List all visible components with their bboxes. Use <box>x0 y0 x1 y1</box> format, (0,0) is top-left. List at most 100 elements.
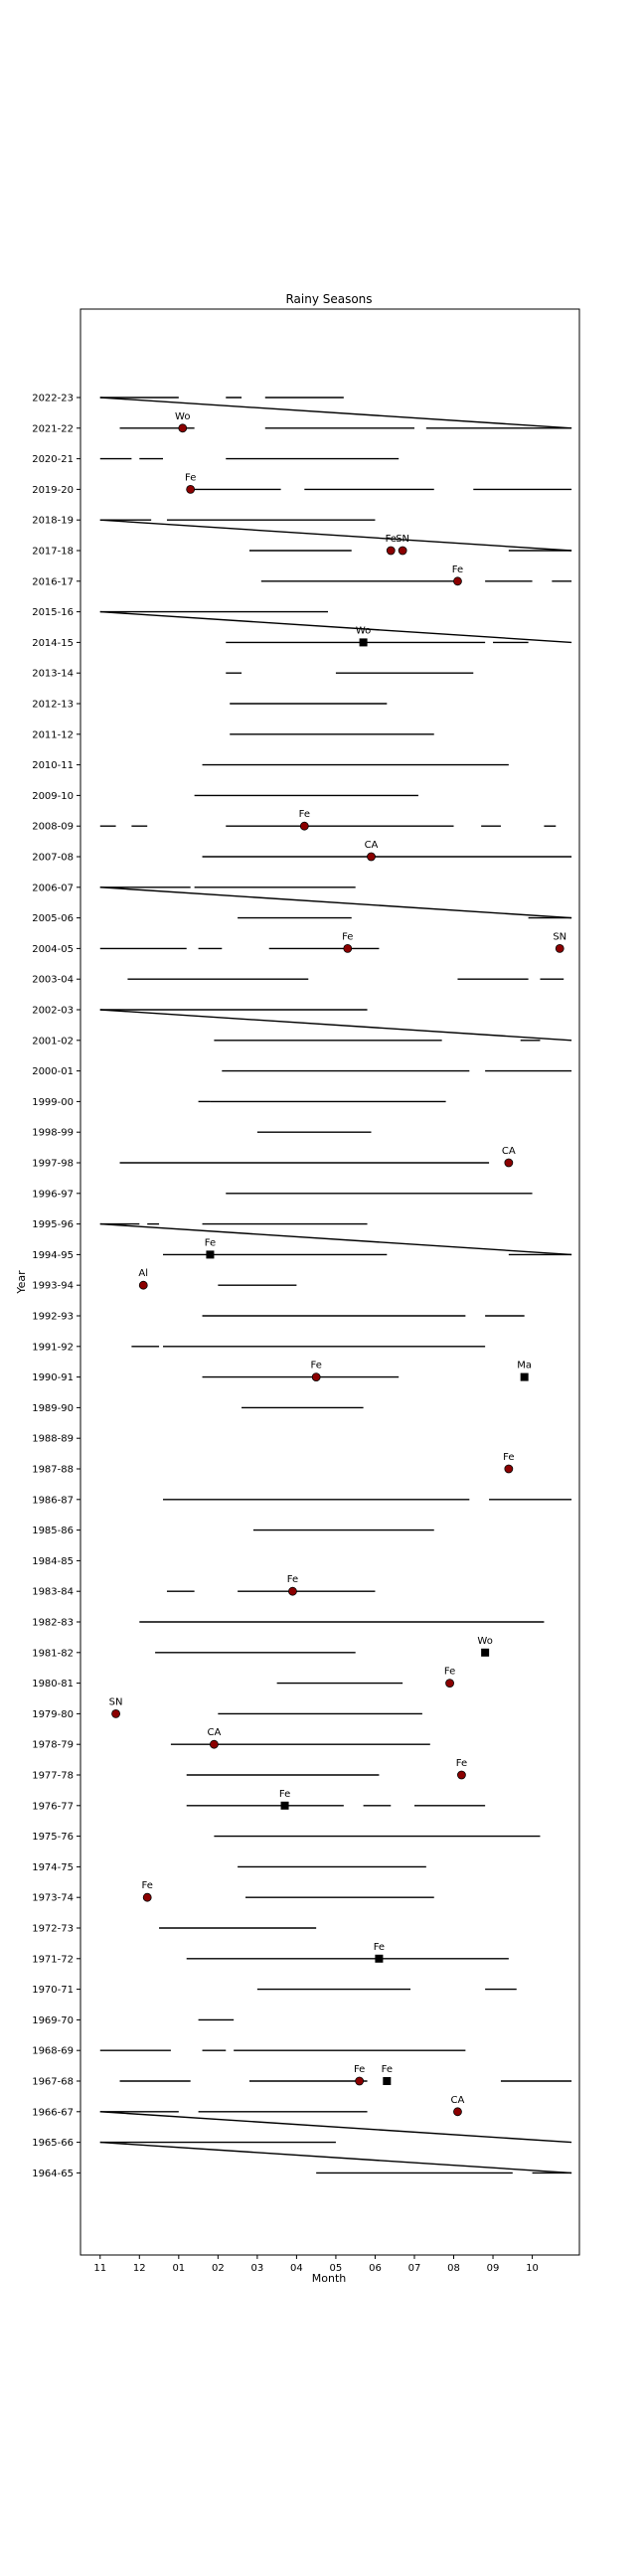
diagonal-connector <box>99 397 572 429</box>
event-marker-label: CA <box>502 1146 516 1157</box>
y-tick-label: 2014-15 <box>32 638 74 649</box>
event-marker-circle <box>504 1158 514 1168</box>
y-tick-label: 1989-90 <box>32 1403 74 1414</box>
x-tick-label: 03 <box>251 2263 264 2274</box>
y-tick-label: 2022-23 <box>32 394 74 404</box>
x-axis: 11 12 01 02 03 04 05 06 07 08 09 10 <box>93 2255 539 2274</box>
y-tick-label: 1984-85 <box>32 1556 74 1567</box>
event-marker-square <box>481 1648 490 1657</box>
y-tick-label: 1993-94 <box>32 1281 74 1292</box>
y-tick-label: 1977-78 <box>32 1771 74 1782</box>
y-tick-label: 2008-09 <box>32 822 74 833</box>
y-tick-label: 2010-11 <box>32 760 74 771</box>
event-marker-circle <box>367 852 376 862</box>
event-marker-label: Fe <box>185 472 196 483</box>
y-tick-label: 2021-22 <box>32 423 74 434</box>
season-segments <box>99 397 572 2174</box>
x-axis-label: Month <box>312 2272 347 2285</box>
x-tick-label: 09 <box>487 2263 500 2274</box>
event-marker-label: Fe <box>287 1574 298 1585</box>
event-marker-circle <box>142 1892 152 1902</box>
event-marker-label: Fe <box>452 564 463 575</box>
y-tick-label: 1964-65 <box>32 2169 74 2179</box>
x-tick-label: 12 <box>133 2263 146 2274</box>
event-marker-circle <box>453 2107 462 2117</box>
event-marker-label: Wo <box>477 1636 492 1647</box>
diagonal-connector <box>99 2141 572 2174</box>
y-tick-label: 1969-70 <box>32 2015 74 2026</box>
event-marker-square <box>280 1801 289 1810</box>
y-tick-label: 2004-05 <box>32 944 74 955</box>
x-tick-label: 07 <box>408 2263 421 2274</box>
event-marker-label: Fe <box>386 534 397 545</box>
event-marker-label: Fe <box>279 1789 290 1800</box>
event-marker-label: Fe <box>382 2064 393 2075</box>
y-tick-label: 2020-21 <box>32 454 74 465</box>
y-tick-label: 2009-10 <box>32 791 74 802</box>
y-tick-label: 1996-97 <box>32 1189 74 1200</box>
y-tick-label: 1991-92 <box>32 1342 74 1353</box>
event-marker-label: Fe <box>456 1758 467 1769</box>
diagonal-connectors <box>99 397 572 2174</box>
event-marker-square <box>375 1954 384 1963</box>
y-tick-label: 1965-66 <box>32 2138 74 2149</box>
event-marker-circle <box>178 423 188 433</box>
y-tick-label: 2011-12 <box>32 729 74 740</box>
event-marker-label: Fe <box>354 2064 365 2075</box>
diagonal-connector <box>99 1009 572 1042</box>
event-marker-circle <box>555 944 564 953</box>
y-tick-label: 1966-67 <box>32 2107 74 2118</box>
event-marker-circle <box>311 1372 321 1381</box>
event-marker-circle <box>288 1586 297 1596</box>
y-tick-label: 1976-77 <box>32 1801 74 1812</box>
event-marker-label: SN <box>553 931 566 942</box>
y-tick-label: 2006-07 <box>32 883 74 893</box>
event-marker-label: Ma <box>517 1361 532 1371</box>
plot-frame <box>80 308 580 2256</box>
y-tick-label: 2013-14 <box>32 669 74 680</box>
y-tick-label: 1990-91 <box>32 1372 74 1383</box>
event-marker-label: Wo <box>175 411 190 422</box>
x-tick-label: 10 <box>526 2263 539 2274</box>
y-tick-label: 2017-18 <box>32 547 74 558</box>
y-tick-label: 2002-03 <box>32 1006 74 1017</box>
event-marker-label: Fe <box>342 931 353 942</box>
event-marker-label: SN <box>109 1696 123 1707</box>
event-marker-label: Fe <box>310 1361 321 1371</box>
event-marker-circle <box>209 1739 219 1749</box>
x-tick-label: 02 <box>212 2263 225 2274</box>
y-tick-label: 2019-20 <box>32 485 74 496</box>
y-axis-label: Year <box>15 1270 28 1295</box>
diagonal-connector <box>99 2111 572 2144</box>
event-marker-circle <box>343 944 353 953</box>
y-tick-label: 1995-96 <box>32 1219 74 1230</box>
event-marker-circle <box>355 2076 365 2086</box>
y-tick-label: 1998-99 <box>32 1128 74 1139</box>
y-tick-label: 1970-71 <box>32 1985 74 1996</box>
y-tick-label: 1974-75 <box>32 1862 74 1873</box>
y-tick-label: 1988-89 <box>32 1434 74 1445</box>
event-marker-label: Fe <box>142 1880 153 1891</box>
diagonal-connector <box>99 1222 572 1256</box>
x-tick-label: 04 <box>290 2263 303 2274</box>
y-tick-label: 2001-02 <box>32 1036 74 1046</box>
y-tick-label: 2016-17 <box>32 576 74 587</box>
y-tick-label: 2000-01 <box>32 1066 74 1077</box>
y-tick-label: 1971-72 <box>32 1954 74 1965</box>
y-tick-label: 1997-98 <box>32 1159 74 1170</box>
x-tick-label: 06 <box>369 2263 382 2274</box>
event-marker-circle <box>504 1464 514 1474</box>
x-tick-label: 08 <box>447 2263 460 2274</box>
diagonal-connector <box>99 519 572 552</box>
y-tick-label: 1967-68 <box>32 2077 74 2088</box>
x-tick-label: 11 <box>93 2263 106 2274</box>
x-tick-label: 05 <box>330 2263 343 2274</box>
event-marker-circle <box>138 1280 148 1290</box>
y-tick-label: 2003-04 <box>32 975 74 986</box>
event-marker-label: Al <box>138 1268 148 1279</box>
y-tick-label: 1992-93 <box>32 1312 74 1323</box>
diagonal-connector <box>99 610 572 644</box>
y-tick-label: 1994-95 <box>32 1250 74 1261</box>
event-marker-label: Fe <box>205 1237 216 1248</box>
x-tick-label: 01 <box>172 2263 185 2274</box>
